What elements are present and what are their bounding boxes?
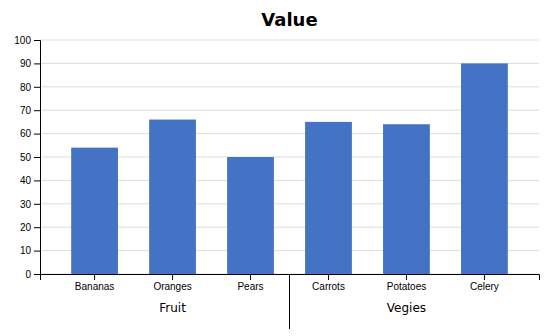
y-tick: 80 (20, 82, 40, 93)
y-tick: 20 (20, 222, 40, 233)
y-tick-mark (34, 87, 40, 88)
y-tick-label: 60 (20, 128, 32, 139)
x-tick: Pears (237, 274, 263, 292)
y-tick-mark (34, 180, 40, 181)
y-tick-label: 10 (20, 245, 32, 256)
y-tick: 50 (20, 152, 40, 163)
x-tick-label: Pears (237, 281, 263, 292)
x-tick-label: Potatoes (387, 281, 426, 292)
y-tick-mark (34, 157, 40, 158)
y-tick: 70 (20, 105, 40, 116)
y-tick-label: 40 (20, 175, 32, 186)
bar (461, 63, 508, 274)
y-tick-mark (34, 251, 40, 252)
y-tick-mark (34, 134, 40, 135)
y-tick: 60 (20, 128, 40, 139)
y-tick: 10 (20, 245, 40, 256)
groups: Fruit Vegies (159, 274, 426, 329)
x-tick-label: Celery (470, 281, 499, 292)
title: Value (261, 9, 317, 30)
y-tick-mark (34, 274, 40, 275)
y-tick: 30 (20, 199, 40, 210)
grid (40, 40, 539, 274)
y-tick: 90 (20, 58, 40, 69)
y-axis: 0 10 20 30 40 50 60 70 80 90 100 (14, 35, 40, 280)
y-axis-line (34, 41, 41, 275)
group-label: Fruit (159, 301, 186, 315)
group-separator (289, 274, 290, 329)
x-tick-mark (406, 274, 407, 280)
x-tick: Bananas (75, 274, 114, 292)
y-tick-mark (34, 110, 40, 111)
plot: 0 10 20 30 40 50 60 70 80 90 100 Bananas Oranges Pear… (14, 35, 539, 329)
x-tick-mark (484, 274, 485, 280)
x-tick-label: Bananas (75, 281, 114, 292)
y-tick-label: 50 (20, 152, 32, 163)
chart: 0 10 20 30 40 50 60 70 80 90 100 Bananas Oranges Pear… (0, 0, 554, 336)
grid-line (40, 40, 539, 41)
y-tick-label: 70 (20, 105, 32, 116)
x-tick-mark (172, 274, 173, 280)
y-tick-label: 90 (20, 58, 32, 69)
x-tick-label: Oranges (153, 281, 191, 292)
y-tick-label: 0 (25, 269, 31, 280)
y-tick-label: 20 (20, 222, 32, 233)
x-tick: Oranges (153, 274, 191, 292)
y-tick-label: 100 (14, 35, 31, 46)
bar (305, 122, 352, 274)
x-tick: Carrots (312, 274, 345, 292)
y-tick-label: 80 (20, 82, 32, 93)
y-tick: 100 (14, 35, 40, 46)
y-tick-label: 30 (20, 199, 32, 210)
x-tick: Celery (470, 274, 499, 292)
y-tick-mark (34, 227, 40, 228)
x-tick-mark (328, 274, 329, 280)
y-tick: 40 (20, 175, 40, 186)
bars (71, 63, 508, 274)
y-tick-mark (34, 204, 40, 205)
bar (71, 148, 118, 274)
x-tick-mark (94, 274, 95, 280)
bar (227, 157, 274, 274)
x-tick: Potatoes (387, 274, 426, 292)
y-tick: 0 (25, 269, 40, 280)
y-tick-mark (34, 40, 40, 41)
bar (149, 120, 196, 274)
x-tick-label: Carrots (312, 281, 345, 292)
group-label: Vegies (387, 301, 426, 315)
x-tick-mark (250, 274, 251, 280)
y-tick-mark (34, 63, 40, 64)
bar (383, 124, 430, 274)
